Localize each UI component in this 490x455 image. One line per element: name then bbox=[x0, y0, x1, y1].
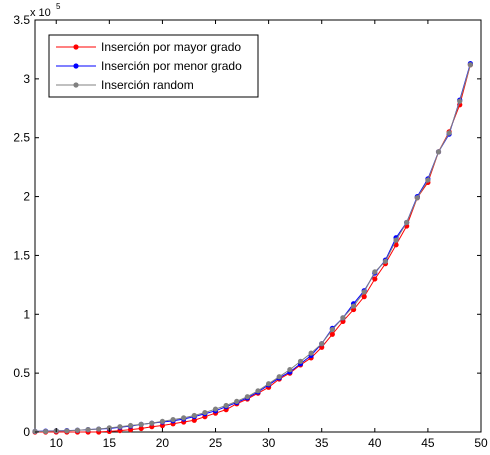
data-point bbox=[106, 425, 112, 431]
x-tick-label: 40 bbox=[368, 436, 382, 450]
legend-swatch-marker bbox=[73, 63, 79, 69]
y-tick-label: 0 bbox=[23, 425, 30, 439]
exponent-base: x 10 bbox=[30, 7, 51, 19]
data-point bbox=[435, 149, 442, 155]
data-point bbox=[64, 428, 70, 434]
y-tick-label: 0.5 bbox=[13, 366, 30, 380]
y-axis-exponent-label: x 10 5 bbox=[30, 2, 61, 19]
series-layer bbox=[32, 60, 473, 435]
data-point bbox=[361, 289, 367, 295]
data-point bbox=[149, 420, 155, 426]
y-tick-label: 3 bbox=[23, 72, 30, 86]
data-point bbox=[43, 428, 49, 435]
data-point bbox=[425, 177, 431, 183]
legend-entry-label: Inserción por menor grado bbox=[101, 59, 242, 73]
data-point bbox=[276, 374, 282, 380]
data-point bbox=[382, 258, 389, 264]
data-point bbox=[191, 412, 197, 419]
y-tick-label: 1.5 bbox=[13, 248, 30, 262]
data-point bbox=[159, 418, 166, 425]
y-tick-label: 3.5 bbox=[13, 13, 30, 27]
data-point bbox=[266, 381, 272, 387]
y-tick-label: 2 bbox=[23, 190, 30, 204]
y-tick-label: 2.5 bbox=[13, 131, 30, 145]
data-point bbox=[138, 425, 144, 432]
data-point bbox=[117, 424, 123, 430]
x-tick-label: 25 bbox=[209, 436, 223, 450]
data-point bbox=[361, 294, 367, 300]
data-point bbox=[202, 409, 208, 416]
data-point bbox=[297, 358, 304, 364]
data-point bbox=[329, 331, 335, 337]
x-tick-label: 45 bbox=[421, 436, 435, 450]
data-point bbox=[96, 426, 102, 432]
legend: Inserción por mayor grado Inserción por m… bbox=[48, 34, 259, 98]
legend-entry-label: Inserción random bbox=[101, 78, 194, 92]
data-point bbox=[287, 367, 293, 373]
data-point bbox=[138, 421, 144, 427]
data-point bbox=[329, 326, 335, 333]
data-point bbox=[372, 276, 378, 282]
exponent-power: 5 bbox=[56, 2, 61, 11]
data-point bbox=[350, 303, 357, 309]
data-point bbox=[319, 341, 325, 347]
x-tick-label: 15 bbox=[103, 436, 117, 450]
x-tick-label: 30 bbox=[262, 436, 276, 450]
legend-entry-label: Inserción por mayor grado bbox=[101, 40, 241, 54]
data-point bbox=[372, 269, 378, 275]
data-point bbox=[393, 237, 399, 243]
data-point bbox=[308, 350, 314, 356]
data-point bbox=[255, 388, 261, 394]
data-point bbox=[127, 422, 134, 429]
data-point bbox=[457, 98, 463, 104]
data-point bbox=[446, 130, 452, 136]
data-point bbox=[32, 428, 38, 435]
series-3 bbox=[32, 62, 473, 435]
x-tick-label: 10 bbox=[50, 436, 64, 450]
data-point bbox=[170, 417, 176, 423]
x-tick-label: 50 bbox=[474, 436, 488, 450]
data-point bbox=[223, 402, 229, 409]
data-point bbox=[414, 195, 420, 201]
data-point bbox=[234, 398, 240, 404]
data-point bbox=[212, 406, 219, 412]
y-tick-label: 1 bbox=[23, 307, 30, 321]
x-tick-label: 35 bbox=[315, 436, 329, 450]
data-point bbox=[467, 62, 473, 68]
x-tick-label: 20 bbox=[156, 436, 170, 450]
data-point bbox=[181, 415, 187, 421]
data-point bbox=[85, 427, 91, 433]
data-point bbox=[404, 219, 410, 226]
data-point bbox=[244, 394, 250, 400]
data-point bbox=[340, 315, 346, 321]
axes-layer: 10 15 20 25 30 35 40 45 50 0 0.5 1 1.5 2 2.5 3 3.5 bbox=[13, 13, 488, 450]
legend-swatch-marker bbox=[73, 44, 79, 50]
legend-swatch-marker bbox=[73, 82, 79, 88]
data-point bbox=[74, 427, 81, 433]
